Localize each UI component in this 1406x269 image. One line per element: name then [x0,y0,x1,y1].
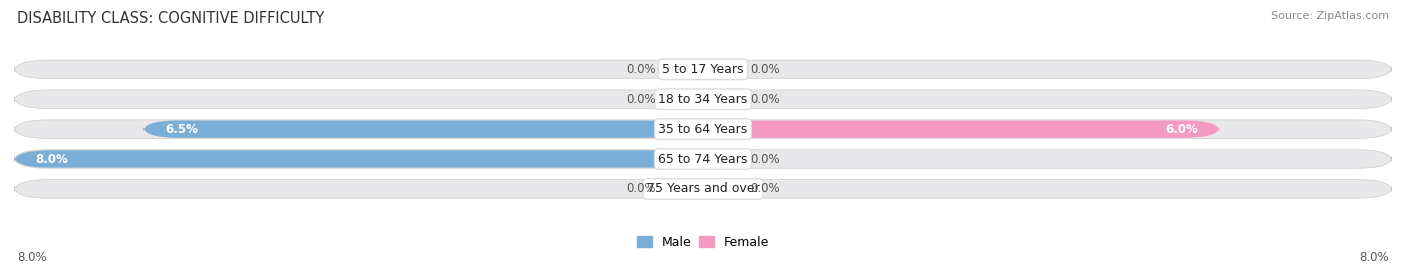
Text: 75 Years and over: 75 Years and over [647,182,759,195]
Text: 0.0%: 0.0% [626,93,655,106]
FancyBboxPatch shape [14,60,1392,79]
FancyBboxPatch shape [669,61,703,78]
Text: 6.5%: 6.5% [165,123,198,136]
FancyBboxPatch shape [669,91,703,108]
Text: 0.0%: 0.0% [751,93,780,106]
Text: 0.0%: 0.0% [626,63,655,76]
Text: 0.0%: 0.0% [626,182,655,195]
Text: 0.0%: 0.0% [751,153,780,165]
Text: 8.0%: 8.0% [17,251,46,264]
Legend: Male, Female: Male, Female [637,236,769,249]
Text: 8.0%: 8.0% [35,153,69,165]
Text: 8.0%: 8.0% [1360,251,1389,264]
FancyBboxPatch shape [14,180,1392,198]
Text: 65 to 74 Years: 65 to 74 Years [658,153,748,165]
Text: DISABILITY CLASS: COGNITIVE DIFFICULTY: DISABILITY CLASS: COGNITIVE DIFFICULTY [17,11,325,26]
FancyBboxPatch shape [14,90,1392,108]
FancyBboxPatch shape [703,61,738,78]
FancyBboxPatch shape [14,150,703,168]
FancyBboxPatch shape [14,120,1392,138]
Text: 0.0%: 0.0% [751,182,780,195]
FancyBboxPatch shape [669,180,703,197]
Text: 0.0%: 0.0% [751,63,780,76]
FancyBboxPatch shape [143,121,703,138]
Text: 35 to 64 Years: 35 to 64 Years [658,123,748,136]
FancyBboxPatch shape [703,91,738,108]
Text: 18 to 34 Years: 18 to 34 Years [658,93,748,106]
FancyBboxPatch shape [14,150,1392,168]
Text: Source: ZipAtlas.com: Source: ZipAtlas.com [1271,11,1389,21]
Text: 6.0%: 6.0% [1166,123,1198,136]
FancyBboxPatch shape [703,150,738,168]
Text: 5 to 17 Years: 5 to 17 Years [662,63,744,76]
FancyBboxPatch shape [703,180,738,197]
FancyBboxPatch shape [703,121,1219,138]
